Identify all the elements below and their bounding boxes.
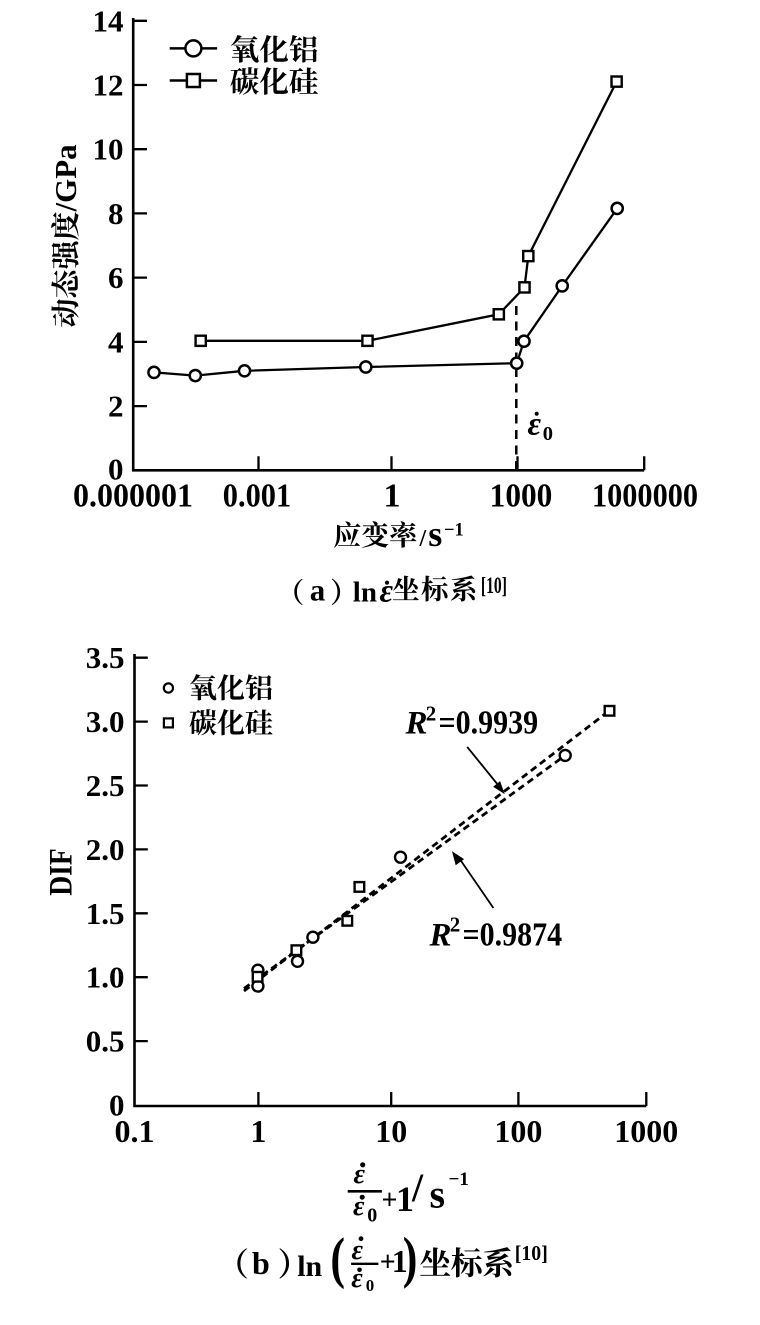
svg-text:+: +: [382, 1185, 398, 1216]
svg-text:/: /: [419, 526, 427, 552]
svg-text:6: 6: [108, 260, 124, 295]
svg-text:12: 12: [93, 68, 124, 103]
svg-text:1: 1: [396, 1179, 414, 1219]
svg-text:−1: −1: [449, 1169, 469, 1190]
svg-text:1000: 1000: [614, 1113, 678, 1149]
svg-text:=0.9939: =0.9939: [439, 705, 539, 742]
svg-text:1: 1: [250, 1113, 266, 1149]
svg-text:/GPa: /GPa: [48, 144, 83, 213]
svg-text:−1: −1: [444, 521, 464, 541]
svg-text:a: a: [310, 572, 326, 607]
svg-text:0.5: 0.5: [86, 1024, 125, 1059]
svg-text:/: /: [411, 1165, 424, 1210]
svg-text:1: 1: [392, 1243, 408, 1279]
svg-text:0: 0: [109, 1088, 125, 1123]
svg-text:0.001: 0.001: [223, 478, 291, 515]
svg-text:DIF: DIF: [44, 848, 80, 896]
svg-text:ε: ε: [351, 1263, 363, 1294]
svg-text:1.5: 1.5: [86, 896, 125, 931]
svg-text:(: (: [330, 1227, 345, 1290]
svg-text:2.5: 2.5: [86, 768, 125, 803]
svg-text:14: 14: [93, 3, 124, 38]
svg-text:10: 10: [375, 1113, 407, 1149]
svg-text:s: s: [428, 514, 442, 554]
svg-text:3.0: 3.0: [86, 704, 125, 739]
svg-text:ln: ln: [297, 1250, 322, 1283]
svg-text:0.1: 0.1: [115, 1113, 155, 1149]
svg-text:s: s: [430, 1172, 446, 1217]
svg-text:ε: ε: [380, 574, 394, 610]
svg-text:[10]: [10]: [515, 1241, 548, 1265]
svg-text:2.0: 2.0: [86, 832, 125, 867]
svg-text:1.0: 1.0: [86, 960, 125, 995]
svg-text:R: R: [429, 917, 452, 953]
svg-text:ln: ln: [353, 577, 377, 609]
svg-text:0: 0: [367, 1204, 377, 1226]
svg-text:8: 8: [108, 196, 124, 231]
svg-text:1: 1: [384, 478, 401, 515]
svg-text:ε: ε: [528, 407, 542, 443]
svg-text:): ): [403, 1227, 418, 1290]
svg-text:4: 4: [108, 324, 124, 359]
svg-text:100: 100: [494, 1113, 542, 1149]
svg-text:0: 0: [543, 423, 553, 445]
svg-text:2: 2: [450, 913, 461, 937]
svg-text:1000: 1000: [490, 478, 553, 515]
svg-text:10: 10: [93, 132, 124, 167]
svg-text:+: +: [380, 1247, 396, 1278]
svg-text:=0.9874: =0.9874: [463, 917, 563, 954]
svg-text:2: 2: [108, 389, 124, 424]
svg-text:1000000: 1000000: [592, 478, 698, 515]
svg-text:2: 2: [426, 702, 437, 726]
svg-text:0.000001: 0.000001: [73, 478, 193, 515]
svg-text:0: 0: [366, 1276, 375, 1295]
svg-text:ε: ε: [352, 1235, 364, 1266]
svg-text:3.5: 3.5: [86, 640, 125, 675]
svg-text:0: 0: [108, 452, 124, 487]
svg-text:b: b: [252, 1245, 270, 1281]
svg-text:[10]: [10]: [481, 573, 507, 598]
svg-text:R: R: [405, 705, 428, 741]
